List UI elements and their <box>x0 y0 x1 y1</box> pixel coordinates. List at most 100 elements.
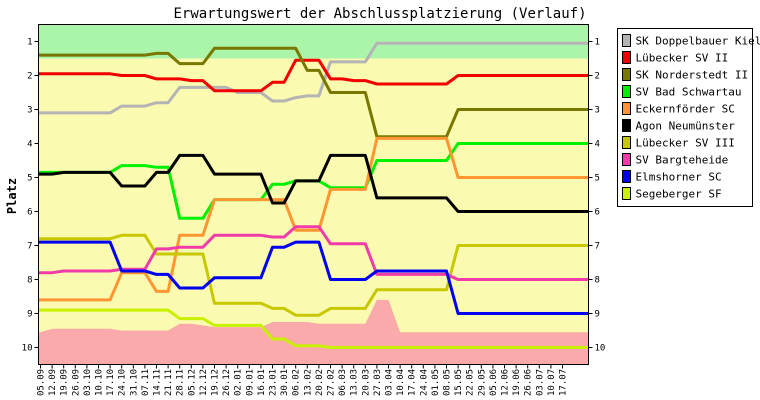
y-tick-label-left: 1 <box>27 38 32 48</box>
y-ticks-right: 1 2 3 4 5 6 7 8 9 10 <box>588 38 606 354</box>
series-line-6 <box>38 233 589 317</box>
legend-swatch <box>622 51 631 64</box>
x-tick-label: 27.02 <box>327 369 337 396</box>
y-tick-label-right: 4 <box>595 140 600 150</box>
x-tick-label: 10.10 <box>95 369 105 396</box>
x-tick-label: 17.04 <box>408 369 418 396</box>
legend-label: Lübecker SV II <box>636 52 729 65</box>
x-tick-label: 09.01 <box>245 369 255 396</box>
y-tick-label-left: 3 <box>27 106 32 116</box>
x-tick-label: 13.03 <box>350 369 360 396</box>
y-tick-label-right: 1 <box>595 38 600 48</box>
legend-label: SV Bargteheide <box>636 154 729 167</box>
legend-label: Elmshorner SC <box>636 171 722 184</box>
x-tick-label: 05.12 <box>187 369 197 396</box>
x-tick-label: 05.06 <box>489 369 499 396</box>
y-tick-label-right: 7 <box>595 242 600 252</box>
legend-label: Agon Neumünster <box>636 120 736 133</box>
x-tick-label: 24.10 <box>118 369 128 396</box>
series-lines <box>38 41 589 349</box>
legend-swatch <box>622 102 631 115</box>
x-tick-label: 21.11 <box>164 369 174 396</box>
x-tick-label: 06.03 <box>338 369 348 396</box>
x-tick-label: 26.12 <box>222 369 232 396</box>
x-tick-label: 10.07 <box>547 369 557 396</box>
x-tick-label: 12.06 <box>501 369 511 396</box>
legend-swatch <box>622 85 631 98</box>
x-tick-label: 14.11 <box>153 369 163 396</box>
x-tick-label: 08.05 <box>443 369 453 396</box>
x-tick-label: 30.01 <box>280 369 290 396</box>
legend-swatch <box>622 68 631 81</box>
x-tick-label: 23.01 <box>269 369 279 396</box>
x-tick-label: 19.09 <box>60 369 70 396</box>
x-tick-label: 16.01 <box>257 369 267 396</box>
y-tick-label-right: 2 <box>595 72 600 82</box>
x-tick-label: 28.11 <box>176 369 186 396</box>
x-tick-label: 02.01 <box>234 369 244 396</box>
legend-swatch <box>622 153 631 166</box>
x-tick-label: 31.10 <box>129 369 139 396</box>
x-tick-label: 06.02 <box>292 369 302 396</box>
x-tick-label: 03.07 <box>535 369 545 396</box>
band-0 <box>38 24 589 59</box>
y-tick-label-right: 10 <box>595 344 606 354</box>
x-tick-label: 07.11 <box>141 369 151 396</box>
plot-frame <box>38 24 589 365</box>
x-tick-label: 10.04 <box>396 369 406 396</box>
legend-label: Eckernförder SC <box>636 103 735 116</box>
legend-label: SV Bad Schwartau <box>636 86 742 99</box>
x-tick-label: 22.05 <box>466 369 476 396</box>
series-line-4 <box>38 136 589 302</box>
x-tick-label: 26.09 <box>71 369 81 396</box>
x-tick-label: 27.03 <box>373 369 383 396</box>
x-tick-label: 29.05 <box>477 369 487 396</box>
legend-label: SK Doppelbauer Kiel <box>636 35 760 48</box>
x-tick-label: 19.06 <box>512 369 522 396</box>
y-tick-label-left: 9 <box>27 310 32 320</box>
x-tick-label: 17.07 <box>559 369 569 396</box>
x-tick-label: 26.06 <box>524 369 534 396</box>
x-tick-label: 24.04 <box>419 369 429 396</box>
legend: SK Doppelbauer Kiel Lübecker SV II SK Nord… <box>617 28 760 207</box>
series-line-2 <box>38 46 589 139</box>
chart-title: Erwartungswert der Abschlussplatzierung … <box>173 6 586 22</box>
legend-swatch <box>622 136 631 149</box>
x-tick-label: 15.05 <box>454 369 464 396</box>
x-tick-label: 13.02 <box>303 369 313 396</box>
y-tick-label-right: 5 <box>595 174 600 184</box>
legend-swatch <box>622 170 631 183</box>
y-tick-label-left: 8 <box>27 276 32 286</box>
y-tick-label-right: 8 <box>595 276 600 286</box>
legend-label: Lübecker SV III <box>636 137 735 150</box>
series-line-0 <box>38 41 589 115</box>
legend-swatch <box>622 34 631 47</box>
x-tick-label: 19.12 <box>211 369 221 396</box>
x-tick-label: 20.02 <box>315 369 325 396</box>
y-tick-label-left: 5 <box>27 174 32 184</box>
x-tick-label: 12.12 <box>199 369 209 396</box>
y-tick-label-left: 6 <box>27 208 32 218</box>
y-ticks-left: 1 2 3 4 5 6 7 8 9 10 <box>22 38 39 354</box>
y-tick-label-left: 10 <box>22 344 33 354</box>
legend-swatch <box>622 119 631 132</box>
x-tick-label: 03.04 <box>385 369 395 396</box>
legend-box <box>617 28 753 207</box>
legend-label: SK Norderstedt II <box>636 69 749 82</box>
x-tick-label: 17.10 <box>106 369 116 396</box>
x-tick-label: 01.05 <box>431 369 441 396</box>
series-line-5 <box>38 153 589 213</box>
legend-label: Segeberger SF <box>636 188 722 201</box>
y-tick-label-right: 6 <box>595 208 600 218</box>
series-line-9 <box>38 308 589 349</box>
legend-swatch <box>622 187 631 200</box>
x-tick-label: 12.09 <box>48 369 58 396</box>
y-tick-label-left: 7 <box>27 242 32 252</box>
series-line-8 <box>38 240 589 315</box>
y-tick-label-left: 2 <box>27 72 32 82</box>
y-axis-label: Platz <box>5 178 19 214</box>
x-tick-label: 03.10 <box>83 369 93 396</box>
y-tick-label-right: 3 <box>595 106 600 116</box>
x-tick-label: 05.09 <box>37 369 47 396</box>
